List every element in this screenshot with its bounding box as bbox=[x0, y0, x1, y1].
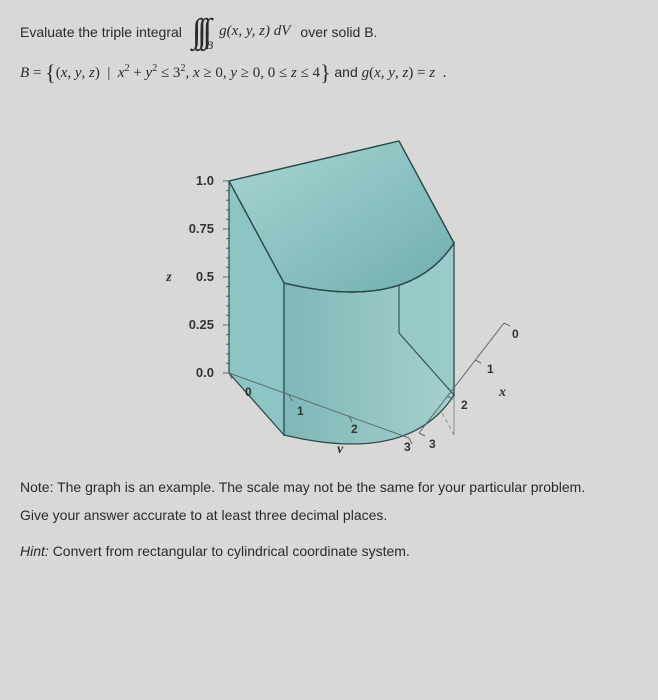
integral-region: B bbox=[206, 38, 213, 53]
prompt-before: Evaluate the triple integral bbox=[20, 24, 182, 40]
hint-text: Convert from rectangular to cylindrical … bbox=[53, 543, 410, 559]
hint-label: Hint: bbox=[20, 543, 49, 559]
quarter-cylinder-solid bbox=[229, 141, 454, 444]
prompt-line: Evaluate the triple integral ∫∫∫ B g(x, … bbox=[20, 18, 638, 45]
y-tick-1: 1 bbox=[297, 404, 304, 418]
chart-container: 1.0 0.75 0.5 0.25 0.0 z bbox=[20, 113, 638, 453]
integrand: g(x, y, z) dV bbox=[219, 23, 290, 40]
note-line-1: Note: The graph is an example. The scale… bbox=[20, 473, 638, 501]
x-tick-2: 2 bbox=[461, 398, 468, 412]
z-tick-0.25: 0.25 bbox=[189, 317, 214, 332]
z-axis-label: z bbox=[165, 270, 172, 285]
triple-integral: ∫∫∫ B g(x, y, z) dV bbox=[192, 18, 291, 45]
y-axis-label: y bbox=[335, 442, 344, 453]
note-line-2: Give your answer accurate to at least th… bbox=[20, 501, 638, 529]
z-tick-0.5: 0.5 bbox=[196, 269, 214, 284]
x-tick-0: 0 bbox=[512, 327, 519, 341]
y-tick-3: 3 bbox=[404, 440, 411, 453]
x-tick-3: 3 bbox=[429, 437, 436, 451]
x-tick-1: 1 bbox=[487, 362, 494, 376]
z-tick-0.75: 0.75 bbox=[189, 221, 214, 236]
z-tick-0.0: 0.0 bbox=[196, 365, 214, 380]
note-block: Note: The graph is an example. The scale… bbox=[20, 473, 638, 529]
hint-line: Hint: Convert from rectangular to cylind… bbox=[20, 543, 638, 559]
z-tick-1.0: 1.0 bbox=[196, 173, 214, 188]
y-tick-0: 0 bbox=[245, 385, 252, 399]
x-axis-label: x bbox=[498, 385, 506, 400]
y-tick-2: 2 bbox=[351, 422, 358, 436]
solid-3d-chart: 1.0 0.75 0.5 0.25 0.0 z bbox=[119, 113, 539, 453]
z-axis: 1.0 0.75 0.5 0.25 0.0 z bbox=[165, 173, 214, 380]
prompt-after: over solid B. bbox=[300, 24, 377, 40]
z-axis-ticks bbox=[223, 181, 229, 373]
domain-definition: B = {(x, y, z) | x2 + y2 ≤ 32, x ≥ 0, y … bbox=[20, 57, 638, 83]
